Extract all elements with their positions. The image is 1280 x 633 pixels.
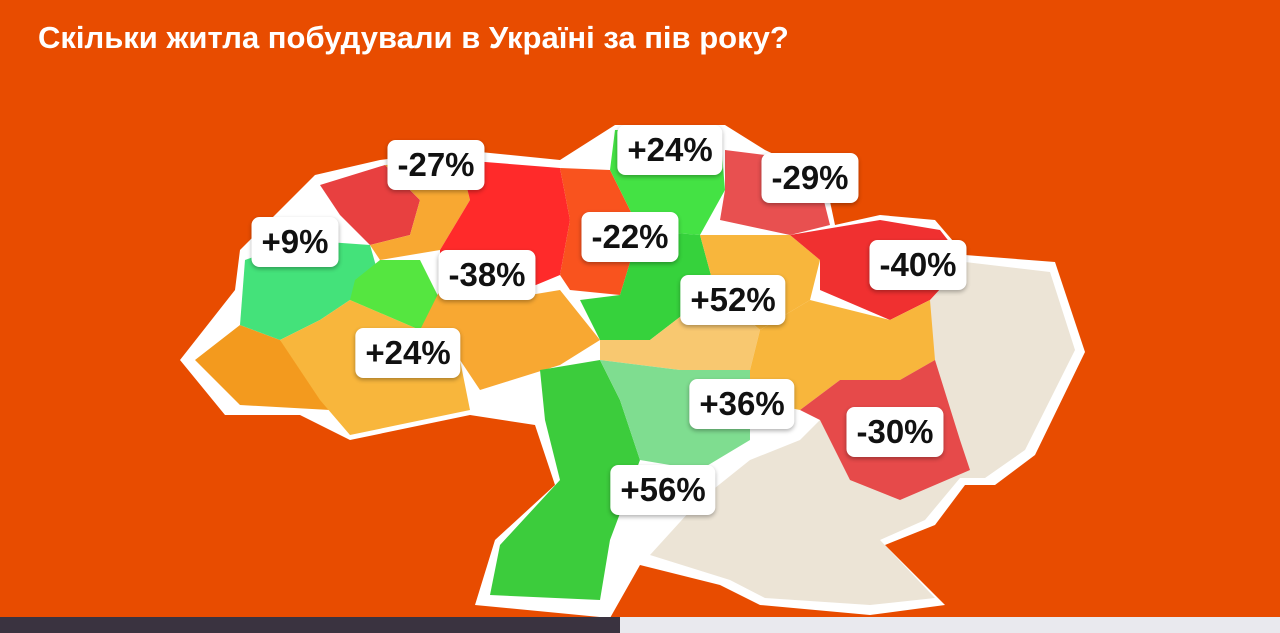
region-label: -29%: [761, 153, 859, 203]
region-label: +9%: [251, 217, 339, 267]
region-label: +24%: [617, 125, 723, 175]
region-label: +56%: [610, 465, 716, 515]
taskbar: [0, 617, 620, 633]
region-label: -30%: [846, 407, 944, 457]
region: [490, 360, 640, 600]
region-label: -27%: [387, 140, 485, 190]
region-label: -22%: [581, 212, 679, 262]
region-label: +36%: [689, 379, 795, 429]
region: [350, 260, 440, 330]
region: [420, 290, 600, 390]
region-label: -40%: [869, 240, 967, 290]
region: [195, 325, 330, 410]
region-label: +24%: [355, 328, 461, 378]
region-label: -38%: [438, 250, 536, 300]
region: [750, 300, 935, 410]
region-label: +52%: [680, 275, 786, 325]
title: Скільки житла побудували в Україні за пі…: [38, 20, 789, 55]
